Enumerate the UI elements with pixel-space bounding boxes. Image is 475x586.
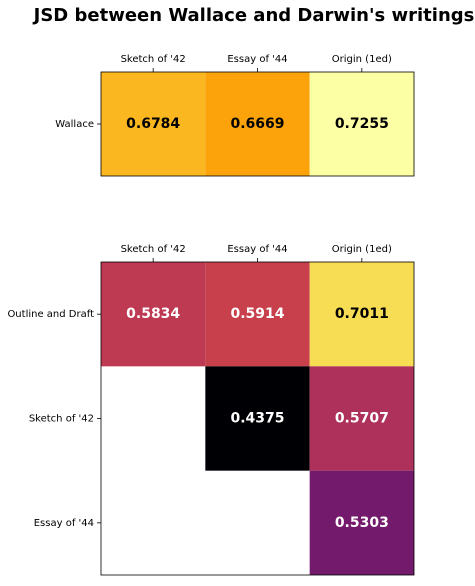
value-label: 0.4375	[230, 411, 284, 427]
x-tick-label: Origin (1ed)	[332, 244, 392, 255]
value-label: 0.6669	[230, 116, 284, 132]
x-tick-label: Sketch of '42	[121, 244, 186, 255]
y-tick-label: Outline and Draft	[7, 309, 94, 320]
x-tick-label: Sketch of '42	[121, 54, 186, 65]
value-label: 0.6784	[126, 116, 180, 132]
y-tick-label: Sketch of '42	[29, 414, 94, 425]
x-tick-label: Origin (1ed)	[332, 54, 392, 65]
value-label: 0.7011	[335, 306, 389, 322]
heatmap-cell	[309, 470, 414, 575]
heatmap-cell	[309, 262, 414, 367]
heatmap-cell	[101, 262, 206, 367]
chart-title: JSD between Wallace and Darwin's writing…	[32, 5, 475, 26]
value-label: 0.7255	[335, 116, 389, 132]
heatmap-cell	[309, 72, 414, 176]
y-tick-label: Wallace	[55, 119, 94, 130]
heatmap-cell	[205, 366, 310, 471]
y-tick-label: Essay of '44	[34, 518, 94, 529]
heatmap-cell	[309, 366, 414, 471]
x-tick-label: Essay of '44	[227, 244, 287, 255]
heatmap-cell	[205, 262, 310, 367]
value-label: 0.5303	[335, 515, 389, 531]
value-label: 0.5707	[335, 411, 389, 427]
value-label: 0.5834	[126, 306, 180, 322]
value-label: 0.5914	[230, 306, 284, 322]
x-tick-label: Essay of '44	[227, 54, 287, 65]
heatmap-cell	[101, 72, 206, 176]
heatmap-cell	[205, 72, 310, 176]
